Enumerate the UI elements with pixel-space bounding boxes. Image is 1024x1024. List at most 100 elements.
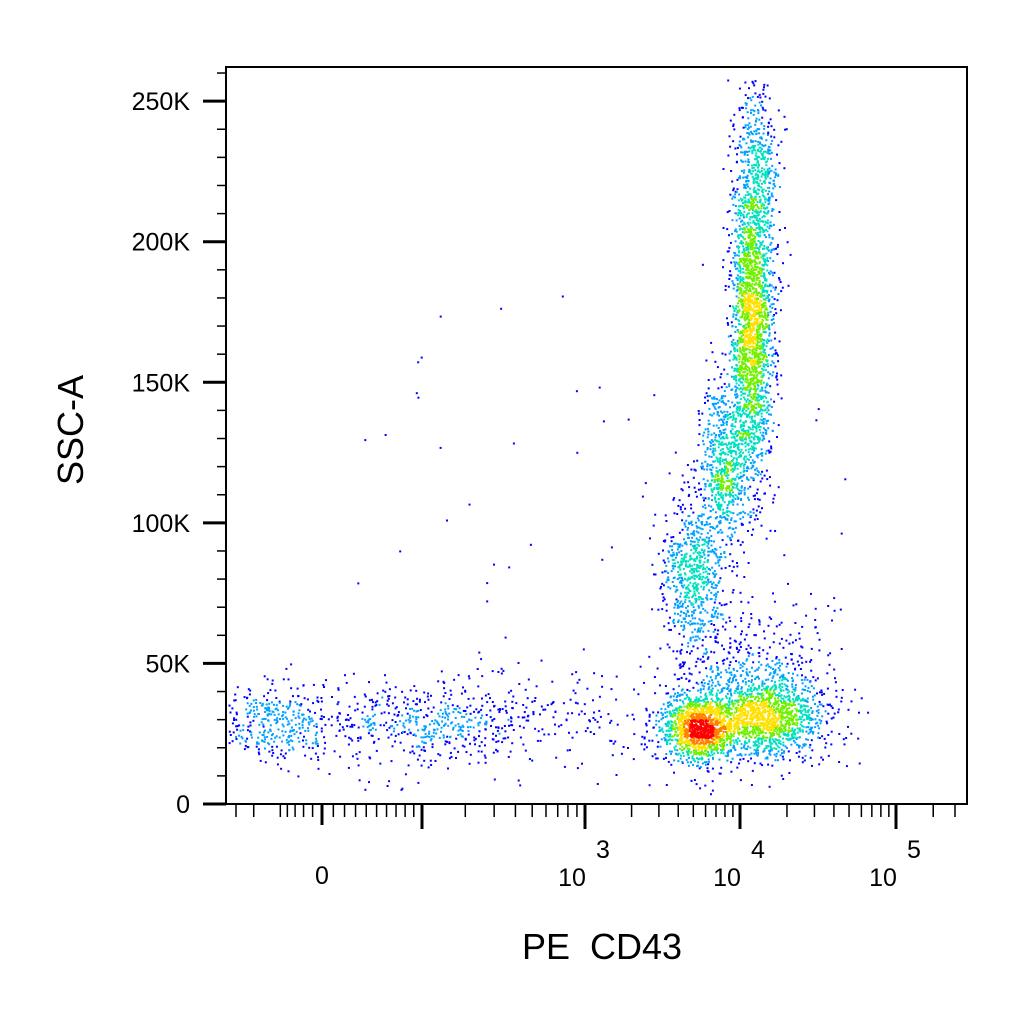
event-dot	[762, 422, 765, 425]
event-dot	[695, 530, 698, 533]
event-dot	[586, 687, 589, 690]
event-dot	[495, 740, 498, 743]
event-dot	[675, 552, 678, 555]
event-dot	[316, 696, 319, 699]
event-dot	[768, 740, 771, 743]
event-dot	[664, 539, 667, 542]
event-dot	[758, 189, 761, 192]
event-dot	[777, 243, 779, 246]
event-dot	[801, 713, 804, 716]
event-dot	[742, 757, 745, 760]
event-dot	[610, 546, 613, 549]
event-dot	[767, 157, 769, 160]
event-dot	[734, 252, 737, 255]
event-dot	[701, 263, 704, 266]
event-dot	[770, 447, 773, 450]
event-dot	[720, 749, 722, 752]
event-dot	[245, 708, 248, 711]
event-dot	[678, 694, 681, 697]
event-dot	[750, 476, 753, 479]
event-dot	[753, 442, 755, 445]
event-dot	[745, 184, 748, 187]
event-dot	[794, 733, 797, 736]
event-dot	[756, 746, 759, 749]
event-dot	[702, 698, 705, 701]
event-dot	[450, 693, 453, 696]
event-dot	[725, 671, 728, 674]
event-dot	[670, 721, 673, 723]
event-dot	[364, 695, 367, 698]
event-dot	[752, 424, 754, 427]
event-dot	[255, 715, 258, 718]
event-dot	[698, 419, 701, 421]
event-dot	[719, 577, 722, 580]
event-dot	[749, 485, 752, 488]
event-dot	[707, 751, 709, 754]
event-dot	[368, 756, 371, 759]
event-dot	[718, 691, 721, 694]
event-dot	[701, 684, 704, 687]
event-dot	[734, 699, 737, 702]
event-dot	[770, 214, 773, 217]
event-dot	[814, 703, 816, 705]
event-dot	[404, 696, 407, 699]
event-dot	[705, 696, 708, 698]
event-dot	[810, 730, 813, 733]
event-dot	[741, 219, 744, 222]
event-dot	[755, 428, 758, 431]
event-dot	[735, 364, 738, 367]
event-dot	[778, 642, 781, 645]
event-dot	[830, 743, 833, 746]
event-dot	[773, 298, 776, 301]
event-dot	[780, 637, 783, 640]
event-dot	[841, 689, 844, 691]
event-dot	[712, 756, 714, 759]
event-dot	[711, 681, 714, 684]
event-dot	[261, 702, 264, 705]
event-dot	[286, 741, 289, 744]
event-dot	[726, 751, 729, 754]
event-dot	[391, 702, 394, 705]
event-dot	[731, 570, 734, 573]
event-dot	[598, 726, 601, 729]
event-dot	[764, 757, 767, 760]
event-dot	[510, 724, 513, 727]
event-dot	[444, 716, 447, 719]
event-dot	[720, 373, 723, 376]
event-dot	[768, 332, 771, 335]
event-dot	[736, 766, 739, 769]
event-dot	[743, 407, 746, 410]
event-dot	[411, 745, 414, 748]
event-dot	[726, 446, 729, 449]
event-dot	[771, 374, 774, 377]
event-dot	[723, 418, 726, 421]
event-dot	[696, 555, 698, 558]
event-dot	[764, 260, 767, 263]
event-dot	[275, 719, 278, 722]
event-dot	[742, 206, 745, 209]
event-dot	[757, 211, 760, 214]
event-dot	[412, 700, 415, 703]
event-dot	[727, 753, 730, 756]
event-dot	[706, 576, 709, 578]
event-dot	[746, 246, 749, 249]
event-dot	[757, 169, 760, 172]
event-dot	[397, 711, 400, 714]
event-dot	[749, 216, 752, 218]
event-dot	[721, 467, 723, 470]
event-dot	[744, 441, 747, 444]
event-dot	[687, 752, 690, 755]
event-dot	[733, 310, 736, 313]
event-dot	[730, 261, 733, 264]
event-dot	[357, 737, 359, 739]
event-dot	[679, 595, 682, 598]
event-dot	[765, 745, 768, 748]
event-dot	[671, 545, 674, 548]
event-dot	[662, 549, 664, 552]
event-dot	[696, 657, 699, 660]
event-dot	[284, 711, 287, 714]
event-dot	[497, 708, 500, 711]
event-dot	[730, 533, 733, 536]
event-dot	[719, 528, 722, 531]
event-dot	[682, 752, 685, 754]
